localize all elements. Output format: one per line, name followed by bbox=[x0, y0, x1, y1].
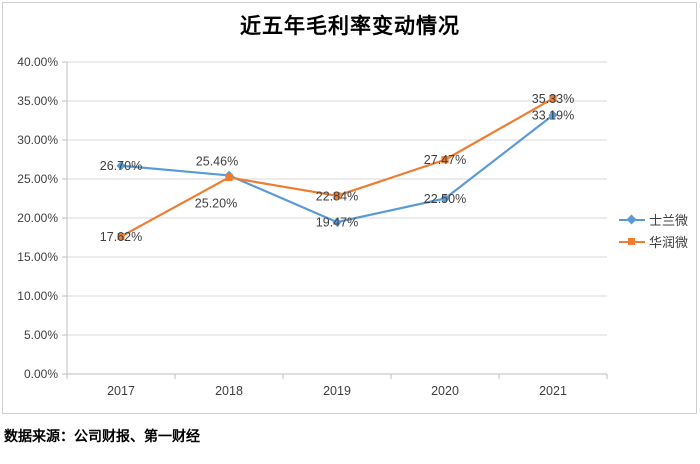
square-marker-icon bbox=[441, 156, 449, 164]
diamond-marker-icon bbox=[440, 193, 450, 204]
data-label: 22.50% bbox=[424, 192, 466, 206]
data-label: 19.47% bbox=[316, 216, 358, 230]
data-source-note: 数据来源：公司财报、第一财经 bbox=[4, 428, 200, 444]
x-axis-tick-label: 2019 bbox=[323, 384, 351, 398]
legend-label-huarunwei: 华润微 bbox=[649, 235, 689, 250]
x-axis-tick-label: 2017 bbox=[107, 384, 135, 398]
square-marker-icon bbox=[628, 238, 635, 245]
square-marker-icon bbox=[549, 94, 557, 103]
y-axis-tick-label: 30.00% bbox=[17, 133, 58, 147]
legend-item-silanwei: 士兰微 bbox=[619, 212, 697, 228]
y-axis-tick-label: 10.00% bbox=[17, 289, 58, 303]
data-label: 27.47% bbox=[424, 153, 466, 167]
data-label: 22.84% bbox=[316, 189, 358, 203]
legend-label-silanwei: 士兰微 bbox=[649, 213, 689, 228]
data-label: 25.46% bbox=[196, 154, 238, 168]
chart-title: 近五年毛利率变动情况 bbox=[240, 15, 460, 38]
square-marker-icon bbox=[333, 192, 341, 200]
legend-line-marker-icon bbox=[619, 234, 645, 249]
y-axis-tick-label: 0.00% bbox=[24, 367, 58, 381]
y-axis-tick-label: 15.00% bbox=[17, 250, 58, 264]
y-axis-tick-label: 5.00% bbox=[24, 328, 58, 342]
diamond-marker-icon bbox=[548, 110, 558, 120]
x-axis-tick-label: 2018 bbox=[215, 384, 243, 398]
data-label: 33.19% bbox=[532, 109, 574, 123]
data-label: 17.62% bbox=[100, 230, 142, 244]
chart-legend: 士兰微 华润微 bbox=[619, 212, 697, 250]
legend-line-marker-icon bbox=[619, 212, 645, 227]
y-axis-tick-label: 35.00% bbox=[17, 94, 58, 108]
chart-border-box bbox=[2, 2, 697, 414]
x-axis-tick-label: 2020 bbox=[431, 384, 459, 398]
x-axis-tick-label: 2021 bbox=[539, 384, 567, 398]
diamond-marker-icon bbox=[116, 161, 126, 171]
series-line-士兰微 bbox=[120, 114, 554, 224]
data-label: 25.20% bbox=[195, 196, 237, 210]
square-marker-icon bbox=[225, 173, 233, 182]
y-axis-tick-label: 20.00% bbox=[17, 211, 58, 225]
y-axis-tick-label: 25.00% bbox=[17, 172, 58, 186]
diamond-marker-icon bbox=[626, 214, 637, 225]
square-marker-icon bbox=[117, 232, 125, 241]
diamond-marker-icon bbox=[332, 217, 342, 227]
data-label: 26.70% bbox=[100, 159, 142, 173]
y-axis-tick-label: 40.00% bbox=[17, 55, 58, 69]
legend-item-huarunwei: 华润微 bbox=[619, 234, 697, 250]
data-label: 35.33% bbox=[532, 92, 574, 106]
